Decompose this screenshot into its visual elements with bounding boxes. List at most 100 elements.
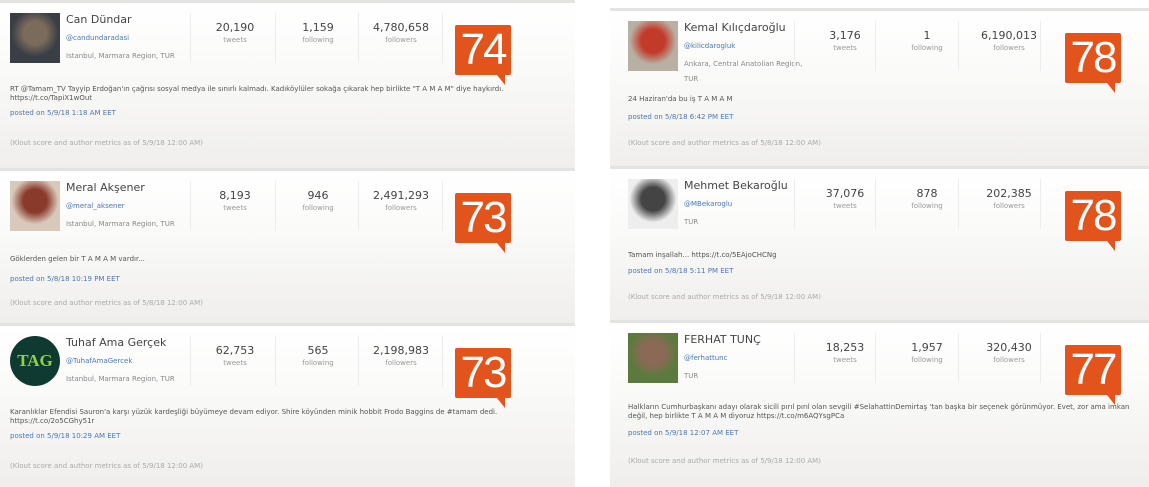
avatar[interactable] [628,21,678,71]
author-name[interactable]: FERHAT TUNÇ [684,333,761,346]
divider [442,336,443,386]
avatar[interactable] [628,179,678,229]
stat-tweets: 3,176 tweets [804,29,886,52]
followers-label: followers [993,202,1025,210]
stat-followers: 4,780,658 followers [360,21,442,44]
author-handle[interactable]: @TuhafAmaGercek [66,357,133,365]
tweets-label: tweets [223,359,247,367]
posted-link[interactable]: posted on 5/8/18 10:19 PM EET [10,275,120,283]
stat-followers: 6,190,013 followers [968,29,1050,52]
divider [358,181,359,231]
metrics-note: (Klout score and author metrics as of 5/… [10,462,203,470]
following-count: 1 [923,29,931,42]
tweets-count: 37,076 [825,187,865,200]
followers-count: 4,780,658 [373,21,429,34]
klout-score-badge: 73 [455,193,511,253]
followers-count: 202,385 [986,187,1032,200]
following-count: 1,957 [911,341,943,354]
author-handle[interactable]: @ferhattunc [684,354,728,362]
tweets-label: tweets [833,44,857,52]
posted-link[interactable]: posted on 5/9/18 12:07 AM EET [628,429,739,437]
stat-followers: 202,385 followers [968,187,1050,210]
tweets-count: 20,190 [215,21,255,34]
posted-link[interactable]: posted on 5/8/18 5:11 PM EET [628,267,734,275]
divider [275,13,276,63]
divider [875,21,876,71]
divider [358,13,359,63]
author-name[interactable]: Mehmet Bekaroğlu [684,179,788,192]
tweet-text: Halkların Cumhurbaşkanı adayı olarak sic… [628,403,1130,420]
stat-tweets: 18,253 tweets [804,341,886,364]
klout-score-badge: 78 [1065,191,1121,251]
stat-followers: 2,491,293 followers [360,189,442,212]
tweets-count: 3,176 [829,29,861,42]
divider [794,179,795,229]
divider [442,13,443,63]
metrics-note: (Klout score and author metrics as of 5/… [628,139,821,147]
divider [1040,21,1041,71]
following-label: following [911,356,943,364]
stat-following: 1,957 following [886,341,968,364]
author-handle[interactable]: @meral_aksener [66,202,125,210]
divider [958,333,959,383]
tweet-text: Karanlıklar Efendisi Sauron'a karşı yüzü… [10,408,498,425]
avatar[interactable] [10,181,60,231]
tweets-label: tweets [223,204,247,212]
posted-link[interactable]: posted on 5/9/18 10:29 AM EET [10,432,121,440]
divider [275,336,276,386]
tweets-label: tweets [833,202,857,210]
following-label: following [302,36,334,44]
tweets-label: tweets [223,36,247,44]
tweets-label: tweets [833,356,857,364]
klout-score-badge: 73 [455,348,511,408]
tweet-text: Göklerden gelen bir T A M A M vardır... [10,255,145,263]
followers-label: followers [385,204,417,212]
divider [190,181,191,231]
divider [1040,179,1041,229]
stat-following: 565 following [277,344,359,367]
avatar[interactable] [628,333,678,383]
followers-count: 2,491,293 [373,189,429,202]
author-card: FERHAT TUNÇ @ferhattunc TUR 18,253 tweets 1,9… [610,320,1149,487]
divider [275,181,276,231]
avatar[interactable] [10,13,60,63]
following-count: 878 [916,187,938,200]
author-card: Meral Akşener @meral_aksener Istanbul, Mar… [0,168,575,325]
author-handle[interactable]: @candundaradasi [66,34,130,42]
author-name[interactable]: Kemal Kılıçdaroğlu [684,21,786,34]
followers-label: followers [385,36,417,44]
author-handle[interactable]: @MBekaroglu [684,200,733,208]
author-card: Mehmet Bekaroğlu @MBekaroglu TUR 37,076 twee… [610,166,1149,322]
divider [958,21,959,71]
posted-link[interactable]: posted on 5/9/18 1:18 AM EET [10,109,116,117]
author-location: TUR [684,372,699,380]
klout-score-badge: 78 [1065,33,1121,93]
posted-link[interactable]: posted on 5/8/18 6:42 PM EET [628,113,734,121]
followers-label: followers [993,44,1025,52]
tweet-text: 24 Haziran'da bu iş T A M A M [628,95,733,103]
author-handle[interactable]: @kilicdarogluk [684,42,736,50]
stat-following: 1,159 following [277,21,359,44]
tweets-count: 62,753 [215,344,255,357]
author-card: Kemal Kılıçdaroğlu @kilicdarogluk Ankara, … [610,8,1149,168]
author-location: Ankara, Central Anatolian Region, TUR [684,60,803,83]
avatar[interactable]: TAG [10,336,60,386]
stat-tweets: 37,076 tweets [804,187,886,210]
divider [358,336,359,386]
author-name[interactable]: Tuhaf Ama Gerçek [66,336,167,349]
author-card: TAG Tuhaf Ama Gerçek @TuhafAmaGercek Istanb… [0,323,575,487]
author-name[interactable]: Meral Akşener [66,181,145,194]
followers-count: 6,190,013 [981,29,1037,42]
divider [1040,333,1041,383]
stat-tweets: 62,753 tweets [194,344,276,367]
tweets-count: 8,193 [219,189,251,202]
author-name[interactable]: Can Dündar [66,13,132,26]
stat-following: 946 following [277,189,359,212]
followers-label: followers [385,359,417,367]
following-label: following [911,44,943,52]
stat-tweets: 8,193 tweets [194,189,276,212]
following-label: following [302,204,334,212]
metrics-note: (Klout score and author metrics as of 5/… [10,139,203,147]
following-count: 946 [307,189,329,202]
following-count: 565 [307,344,329,357]
